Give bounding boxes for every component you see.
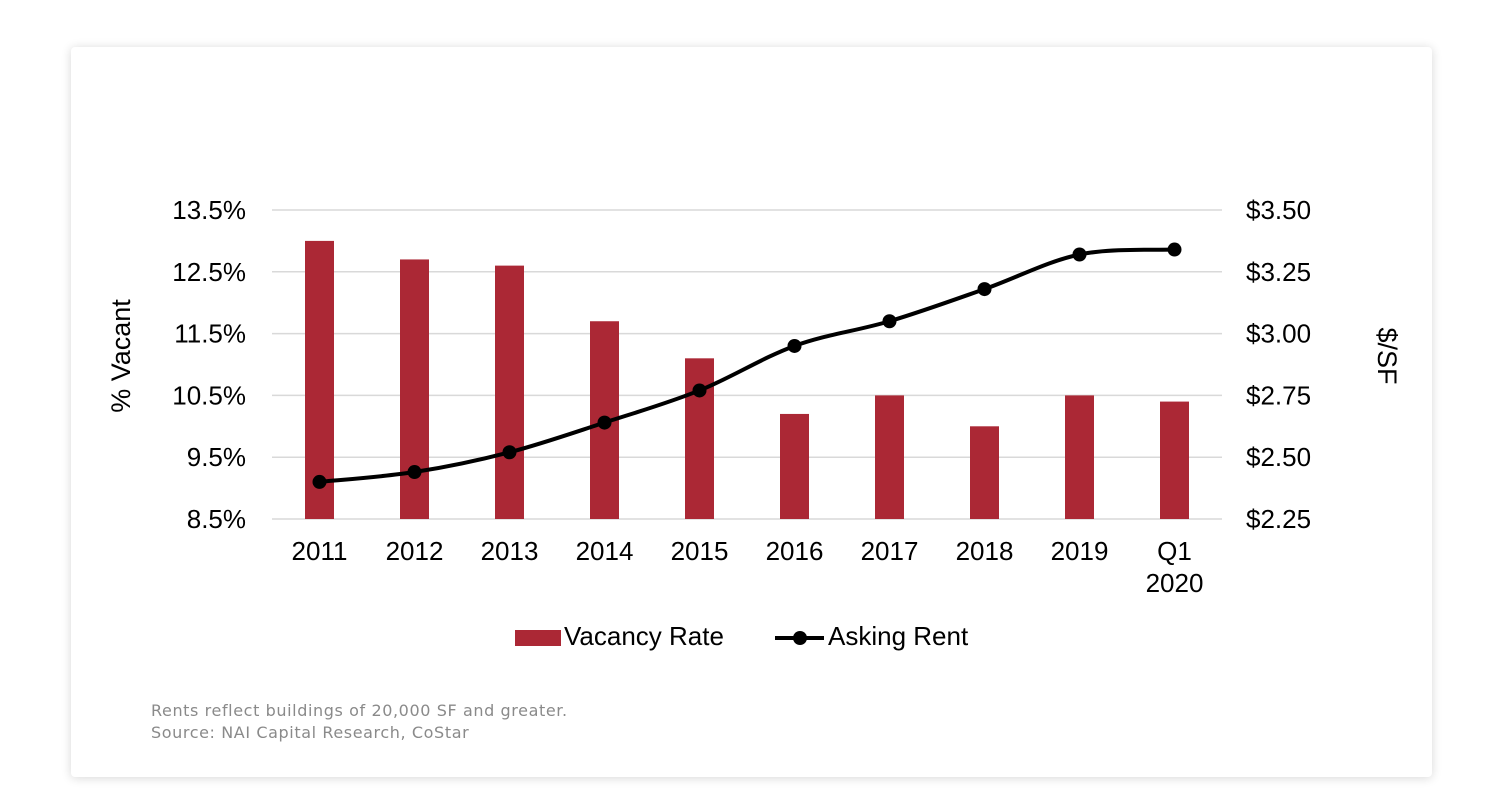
- asking-rent-point: [597, 415, 612, 430]
- asking-rent-point: [407, 465, 422, 480]
- vacancy-bar: [305, 240, 334, 519]
- x-tick-label: 2017: [861, 536, 919, 566]
- asking-rent-point: [692, 383, 707, 398]
- legend-label-vacancy: Vacancy Rate: [564, 621, 724, 651]
- y-axis-right-label: $/SF: [1372, 327, 1402, 384]
- y-right-tick-label: $3.25: [1246, 257, 1311, 287]
- footnote-rents: Rents reflect buildings of 20,000 SF and…: [151, 701, 568, 720]
- asking-rent-point: [312, 474, 327, 489]
- vacancy-bar: [970, 426, 999, 519]
- asking-rent-point: [787, 338, 802, 353]
- vacancy-bar: [1065, 395, 1094, 519]
- y-right-tick-label: $3.00: [1246, 319, 1311, 349]
- asking-rent-point: [1072, 247, 1087, 262]
- vacancy-bar: [1160, 401, 1189, 519]
- y-left-tick-label: 11.5%: [174, 319, 246, 349]
- asking-rent-point: [977, 282, 992, 297]
- y-axis-left-label: % Vacant: [106, 299, 136, 413]
- vacancy-bar: [780, 413, 809, 519]
- asking-rent-point: [1167, 242, 1182, 257]
- x-tick-label: Q1 2020: [1146, 536, 1204, 598]
- x-tick-label: 2015: [671, 536, 729, 566]
- y-left-tick-label: 12.5%: [172, 257, 246, 287]
- y-left-tick-label: 13.5%: [172, 195, 246, 225]
- y-right-tick-label: $2.25: [1246, 504, 1311, 534]
- y-right-tick-label: $2.50: [1246, 442, 1311, 472]
- y-left-tick-label: 9.5%: [187, 442, 246, 472]
- x-tick-label: 2012: [386, 536, 444, 566]
- x-tick-label: 2019: [1051, 536, 1109, 566]
- vacancy-bar: [400, 259, 429, 519]
- y-left-tick-label: 10.5%: [172, 380, 246, 410]
- y-left-tick-label: 8.5%: [187, 504, 246, 534]
- vacancy-bar: [875, 395, 904, 519]
- x-tick-label: 2014: [576, 536, 634, 566]
- asking-rent-line: [319, 247, 1175, 484]
- legend-swatch-rent-marker: [793, 631, 807, 645]
- chart-card: [71, 47, 1432, 777]
- legend-label-rent: Asking Rent: [828, 621, 969, 651]
- x-tick-label: 2018: [956, 536, 1014, 566]
- x-tick-label: 2011: [292, 536, 348, 566]
- y-right-tick-label: $3.50: [1246, 195, 1311, 225]
- legend-swatch-vacancy: [515, 630, 561, 646]
- legend: Vacancy Rate Asking Rent: [515, 621, 969, 651]
- x-tick-label: 2013: [481, 536, 539, 566]
- footnote-source: Source: NAI Capital Research, CoStar: [151, 723, 470, 742]
- vacancy-bar: [495, 265, 524, 519]
- asking-rent-point: [882, 314, 897, 329]
- asking-rent-point: [502, 445, 517, 460]
- vacancy-bar: [685, 358, 714, 519]
- x-tick-label: 2016: [766, 536, 824, 566]
- y-right-tick-label: $2.75: [1246, 380, 1311, 410]
